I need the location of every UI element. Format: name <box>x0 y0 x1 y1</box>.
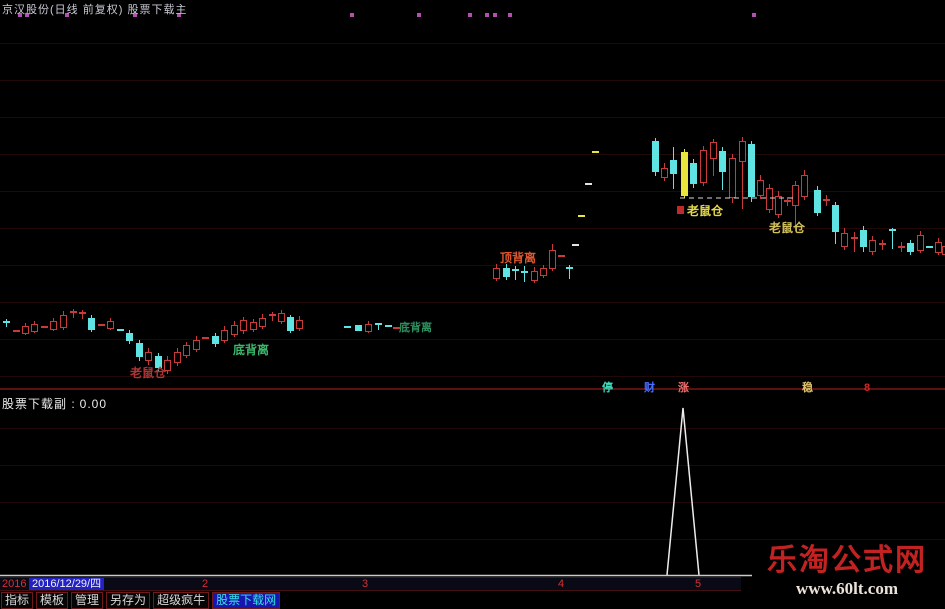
menu-item-stock-download-site[interactable]: 股票下载网 <box>212 592 281 609</box>
selected-date-badge: 2016/12/29/四 <box>29 578 105 590</box>
axis-month-tick: 2 <box>202 578 209 590</box>
svg-text:稳: 稳 <box>802 380 813 394</box>
menu-item-super-bull[interactable]: 超级疯牛 <box>153 592 210 609</box>
sub-indicator-value: 0.00 <box>79 397 108 411</box>
svg-text:顶背离: 顶背离 <box>500 250 536 265</box>
watermark: 乐淘公式网 www.60lt.com <box>752 543 942 599</box>
axis-month-tick: 5 <box>695 578 702 590</box>
axis-month-tick: 4 <box>558 578 565 590</box>
svg-text:老鼠仓: 老鼠仓 <box>769 220 806 235</box>
svg-text:涨: 涨 <box>678 380 689 394</box>
chart-title: 京汉股份(日线 前复权) 股票下载主 <box>2 4 188 16</box>
sub-indicator-name: 股票下载副 : <box>2 397 76 411</box>
svg-text:停: 停 <box>602 380 613 394</box>
menu-item-template[interactable]: 模板 <box>36 592 69 609</box>
date-axis: 2016 2016/12/29/四 2 3 4 5 <box>0 577 741 591</box>
bottom-menu: 指标 模板 管理 另存为 超级疯牛 股票下载网 <box>0 592 945 609</box>
watermark-url: www.60lt.com <box>796 579 898 598</box>
menu-item-indicator[interactable]: 指标 <box>1 592 34 609</box>
svg-text:老鼠仓: 老鼠仓 <box>130 365 167 380</box>
axis-month-tick: 3 <box>362 578 369 590</box>
watermark-brand: 乐淘公式网 <box>767 544 927 577</box>
svg-text:财: 财 <box>643 380 655 394</box>
sub-indicator-label: 股票下载副 :0.00 <box>2 395 107 412</box>
menu-item-save-as[interactable]: 另存为 <box>106 592 151 609</box>
axis-year-label: 2016 <box>2 578 27 590</box>
svg-text:8: 8 <box>864 382 870 394</box>
svg-text:底背离: 底背离 <box>233 342 269 357</box>
svg-text:底背离: 底背离 <box>399 320 432 334</box>
menu-item-manage[interactable]: 管理 <box>71 592 104 609</box>
svg-text:老鼠仓: 老鼠仓 <box>687 203 724 218</box>
